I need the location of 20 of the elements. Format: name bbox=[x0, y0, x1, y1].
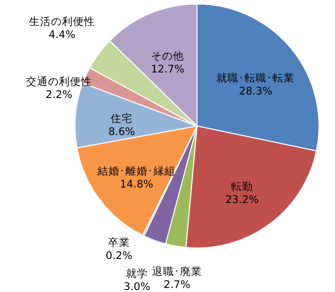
data-label: 0.2% bbox=[106, 250, 132, 262]
data-label: 14.8% bbox=[120, 178, 154, 190]
slice-label: その他 bbox=[151, 50, 184, 62]
slice-label: 住宅 bbox=[110, 112, 133, 126]
data-label: 12.7% bbox=[150, 63, 184, 76]
slice-label: 退職･廃業 bbox=[152, 265, 202, 278]
data-label: 2.2% bbox=[46, 89, 72, 101]
data-label: 23.2% bbox=[225, 194, 259, 206]
slice-label: 生活の利便性 bbox=[29, 15, 95, 28]
slice-label: 卒業 bbox=[108, 236, 130, 249]
slice-label: 就学 bbox=[126, 267, 148, 280]
data-label: 3.0% bbox=[124, 281, 150, 292]
data-label: 8.6% bbox=[108, 126, 136, 138]
data-label: 28.3% bbox=[239, 85, 272, 98]
slice-label: 転勤 bbox=[230, 180, 253, 193]
data-label: 4.4% bbox=[48, 29, 76, 41]
slice-label: 交通の利便性 bbox=[26, 75, 92, 88]
slice-label: 結婚･離婚･縁組 bbox=[96, 165, 176, 178]
slice-label: 就職･転職･転業 bbox=[216, 71, 295, 84]
data-label: 2.7% bbox=[164, 279, 190, 291]
